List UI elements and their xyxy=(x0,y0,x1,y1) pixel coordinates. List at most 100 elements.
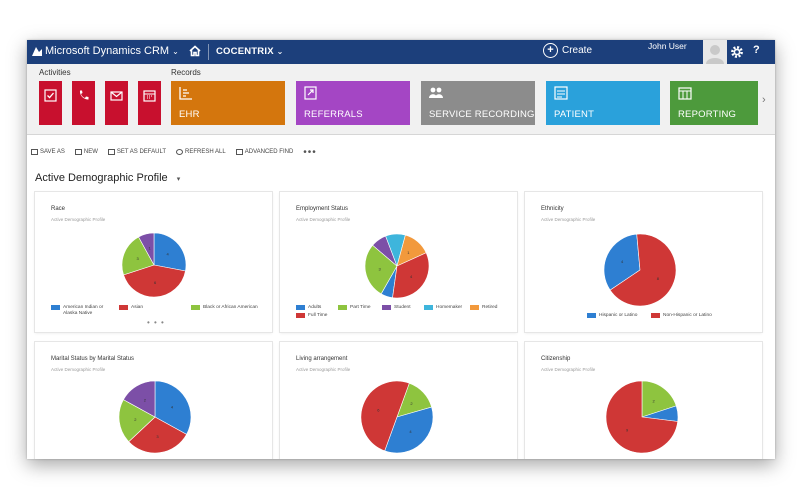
pie-slice[interactable] xyxy=(364,244,398,295)
slice-value-label: 2 xyxy=(653,398,656,403)
pie-slice[interactable] xyxy=(123,380,156,418)
chart-card-citizenship: Citizenship Active Demographic Profile 2… xyxy=(525,342,762,459)
command-label: REFRESH ALL xyxy=(185,149,226,155)
pie-slice[interactable] xyxy=(128,416,187,454)
legend-label: Non-Hispanic or Latino xyxy=(663,313,712,318)
slice-value-label: 2 xyxy=(410,401,413,406)
legend-item: Adults xyxy=(296,305,321,310)
pie-slice[interactable] xyxy=(138,232,155,266)
pie-slice[interactable] xyxy=(605,380,679,454)
tile-service-recording[interactable]: SERVICE RECORDING xyxy=(421,81,535,125)
pie-slice[interactable] xyxy=(360,380,410,452)
legend-swatch xyxy=(191,305,200,310)
pie-slice[interactable] xyxy=(609,233,677,307)
command-bar: SAVE AS NEW SET AS DEFAULT REFRESH ALL A… xyxy=(27,144,327,160)
slice-value-label: 3 xyxy=(156,434,159,439)
legend-swatch xyxy=(51,305,60,310)
gear-icon[interactable] xyxy=(730,45,744,59)
tile-label: SERVICE RECORDING xyxy=(429,109,535,120)
chart-title: Living arrangement xyxy=(296,356,348,362)
phone-call-activity-button[interactable] xyxy=(72,81,95,125)
set-default-icon xyxy=(107,149,115,155)
org-selector[interactable]: COCENTRIX ⌄ xyxy=(216,46,284,57)
legend-label: Hispanic or Latino xyxy=(599,313,638,318)
slice-value-label: 2 xyxy=(144,397,147,402)
crm-window: Microsoft Dynamics CRM ⌄ COCENTRIX ⌄ + C… xyxy=(27,40,775,459)
legend-pager[interactable]: • • • xyxy=(147,318,165,327)
pie-slice[interactable] xyxy=(123,264,186,298)
pie-slice[interactable] xyxy=(154,380,192,435)
command-label: ADVANCED FIND xyxy=(244,149,294,155)
legend-label: American Indian or Alaska Native xyxy=(63,305,104,316)
tile-label: EHR xyxy=(179,109,200,120)
plus-icon: + xyxy=(543,43,558,58)
tile-patient[interactable]: PATIENT xyxy=(546,81,660,125)
dashboard-title: Active Demographic Profile xyxy=(35,172,168,184)
pie-slice[interactable] xyxy=(118,399,156,443)
tile-label: PATIENT xyxy=(554,109,595,120)
legend-item: Student xyxy=(382,305,411,310)
nav-separator xyxy=(208,44,209,60)
pie-slice[interactable] xyxy=(641,380,677,418)
slice-value-label: 1 xyxy=(149,245,152,250)
ehr-icon xyxy=(179,87,192,100)
legend-item: Full Time xyxy=(296,313,327,318)
more-commands-button[interactable]: ••• xyxy=(303,146,317,158)
patient-icon xyxy=(554,86,568,100)
pie-slice[interactable] xyxy=(121,236,155,276)
tile-label: REFERRALS xyxy=(304,109,363,120)
tile-reporting[interactable]: REPORTING xyxy=(670,81,758,125)
slice-value-label: 9 xyxy=(626,428,629,433)
slice-value-label: 4 xyxy=(171,404,174,409)
legend-label: Adults xyxy=(308,305,322,310)
avatar[interactable] xyxy=(703,40,727,64)
advanced-find-button[interactable]: ADVANCED FIND xyxy=(235,149,294,155)
help-button[interactable]: ? xyxy=(753,44,760,56)
pie-slice[interactable] xyxy=(392,252,430,299)
app-title-menu[interactable]: Microsoft Dynamics CRM ⌄ xyxy=(45,45,179,57)
refresh-all-button[interactable]: REFRESH ALL xyxy=(176,149,226,155)
chart-title: Race xyxy=(51,206,66,212)
create-button[interactable]: + Create xyxy=(543,43,592,58)
tile-ehr[interactable]: EHR xyxy=(171,81,285,125)
chart-card-employment-status: Employment Status Active Demographic Pro… xyxy=(280,192,517,332)
task-icon xyxy=(44,89,57,102)
appointment-activity-button[interactable] xyxy=(138,81,161,125)
records-group-label: Records xyxy=(171,68,201,77)
service-recording-icon xyxy=(429,87,443,98)
email-activity-button[interactable] xyxy=(105,81,128,125)
pie-chart-ethnicity: 48 xyxy=(603,233,677,307)
save-as-button[interactable]: SAVE AS xyxy=(31,149,65,155)
command-label: SET AS DEFAULT xyxy=(116,149,167,155)
pie-slice[interactable] xyxy=(384,406,434,454)
pie-chart-marital-status: 4 3 2 2 xyxy=(118,380,192,454)
user-name[interactable]: John User xyxy=(648,41,687,51)
calendar-icon xyxy=(143,90,156,102)
slice-value-label: 1 xyxy=(407,250,410,255)
dashboard-selector[interactable]: Active Demographic Profile ▾ xyxy=(35,172,180,184)
chart-subtitle: Active Demographic Profile xyxy=(51,367,106,372)
home-icon[interactable] xyxy=(188,44,202,58)
new-button[interactable]: NEW xyxy=(74,149,98,155)
slice-value-label: 6 xyxy=(377,408,380,413)
activities-group-label: Activities xyxy=(39,68,71,77)
legend-item: Hispanic or Latino xyxy=(587,313,637,318)
slice-value-label: 2 xyxy=(134,417,137,422)
legend-swatch xyxy=(119,305,128,310)
new-icon xyxy=(74,149,82,155)
tile-referrals[interactable]: REFERRALS xyxy=(296,81,410,125)
chevron-down-icon: ▾ xyxy=(176,176,181,183)
legend-label: Student xyxy=(394,305,411,310)
chart-title: Marital Status by Marital Status xyxy=(51,356,135,362)
pie-slice[interactable] xyxy=(153,232,187,272)
set-as-default-button[interactable]: SET AS DEFAULT xyxy=(107,149,167,155)
dynamics-logo-icon xyxy=(32,47,42,56)
pie-chart-living-arrangement: 2 4 6 xyxy=(360,380,434,454)
pie-slice[interactable] xyxy=(603,233,641,291)
referral-icon xyxy=(304,86,317,100)
task-activity-button[interactable] xyxy=(39,81,62,125)
chart-subtitle: Active Demographic Profile xyxy=(541,367,596,372)
tile-label: REPORTING xyxy=(678,109,737,120)
ribbon-scroll-right-button[interactable]: › xyxy=(762,94,766,106)
slice-value-label: 4 xyxy=(409,429,412,434)
